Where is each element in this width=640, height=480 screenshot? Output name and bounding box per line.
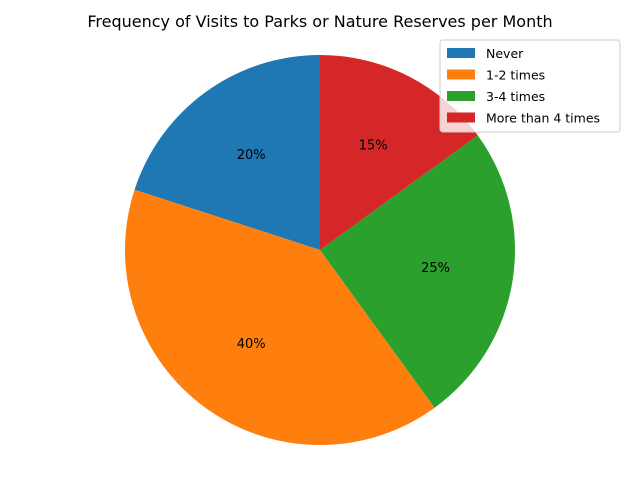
percent-label-2: 40% — [237, 337, 266, 352]
pie-slice-3 — [320, 135, 515, 408]
pie-slice-1 — [134, 55, 320, 250]
legend-label-4: More than 4 times — [486, 111, 600, 126]
legend-label-2: 1-2 times — [486, 68, 545, 83]
pie-slice-4 — [320, 55, 478, 250]
legend-frame — [439, 39, 621, 133]
pie-slice-2 — [124, 189, 435, 446]
pie-slices — [124, 55, 515, 446]
legend-swatch-1 — [447, 48, 475, 58]
legend-swatch-2 — [447, 69, 475, 80]
chart-title: Frequency of Visits to Parks or Nature R… — [87, 12, 552, 31]
percent-label-4: 15% — [359, 138, 388, 153]
percent-label-3: 25% — [421, 261, 450, 276]
percent-labels: 20% 40% 25% 15% — [237, 138, 450, 352]
legend-label-1: Never — [486, 46, 524, 61]
legend-label-3: 3-4 times — [486, 89, 545, 104]
legend: Never 1-2 times 3-4 times More than 4 times — [439, 39, 621, 133]
legend-swatch-3 — [447, 91, 475, 101]
percent-label-1: 20% — [237, 148, 266, 163]
legend-swatch-4 — [447, 112, 475, 123]
